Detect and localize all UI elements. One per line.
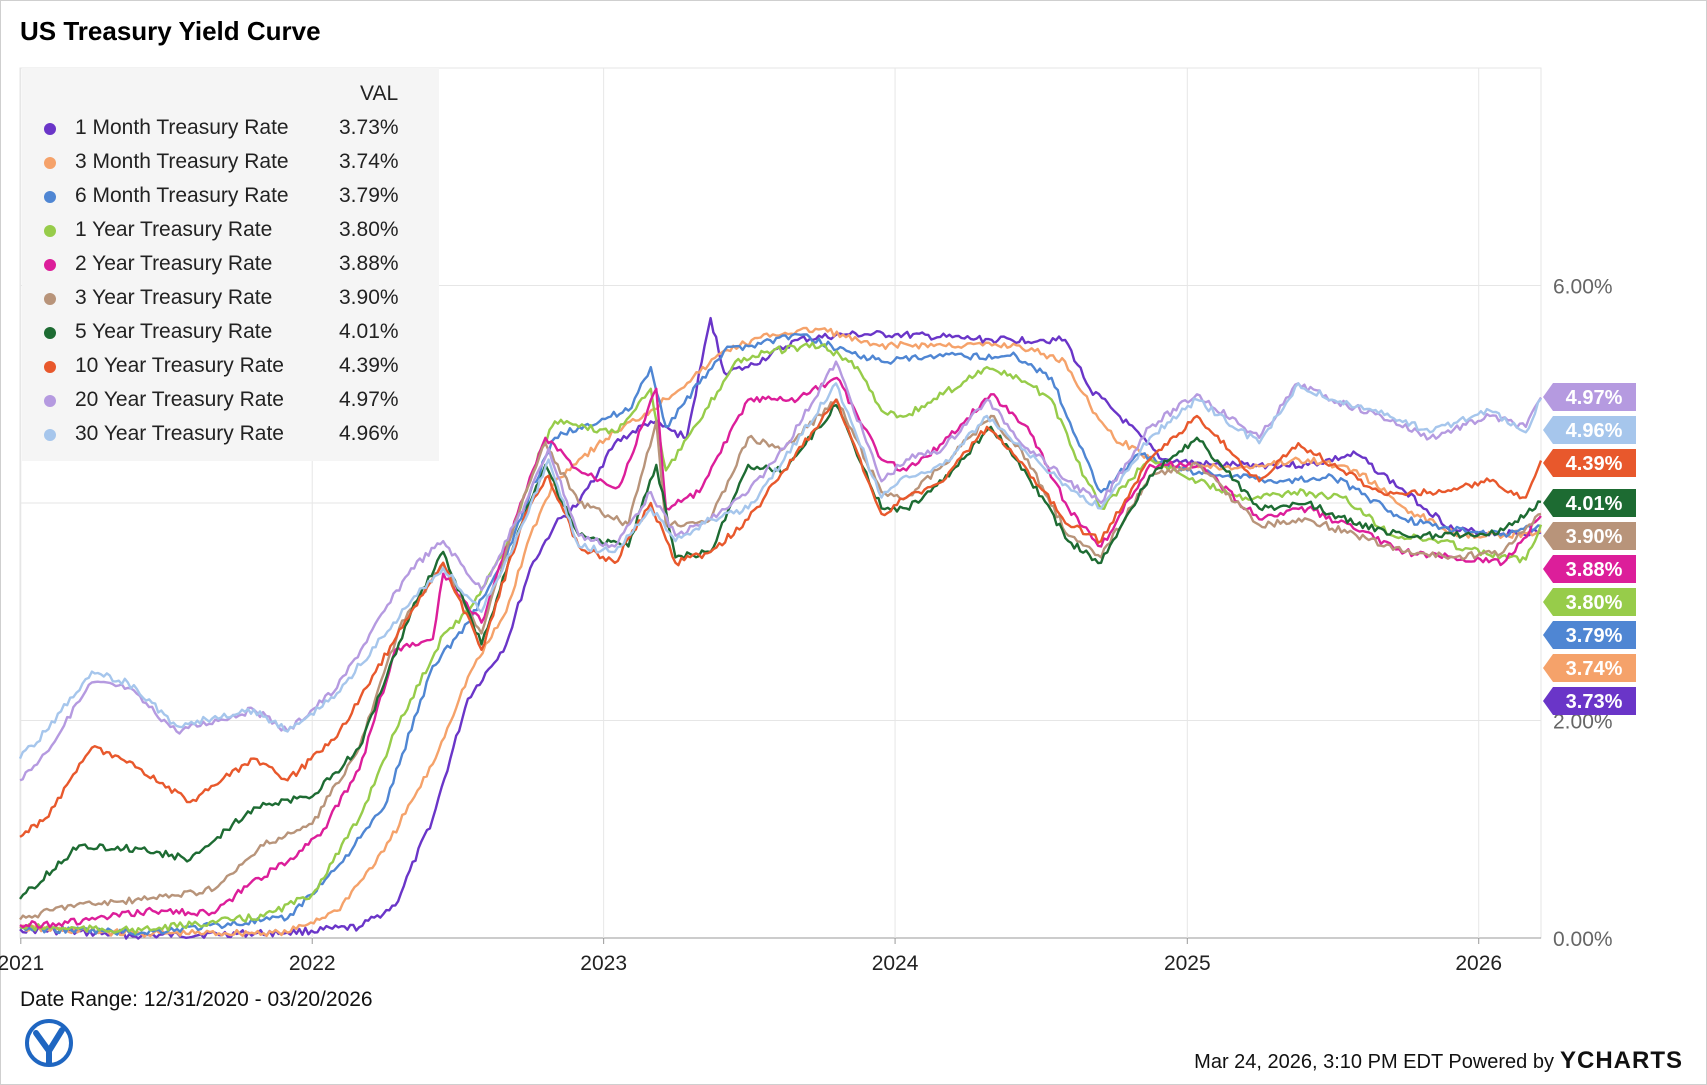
- end-value-label: 3.90%: [1566, 526, 1623, 548]
- legend-dot-icon: [44, 293, 56, 305]
- legend-item-name: 10 Year Treasury Rate: [75, 354, 284, 377]
- legend-dot-icon: [44, 259, 56, 271]
- chart-title: US Treasury Yield Curve: [20, 16, 321, 46]
- legend-item-name: 1 Year Treasury Rate: [75, 218, 273, 241]
- end-value-tag: 3.80%: [1543, 588, 1636, 616]
- y-tick-label: 0.00%: [1553, 928, 1613, 951]
- series-line: [19, 398, 1543, 838]
- series-line: [19, 332, 1542, 936]
- y-tick-label: 2.00%: [1553, 711, 1613, 734]
- end-value-label: 4.97%: [1566, 387, 1623, 409]
- legend-dot-icon: [44, 395, 56, 407]
- end-value-tag-bg: [1543, 654, 1636, 682]
- legend-dot-icon: [44, 327, 56, 339]
- series-line: [19, 341, 1543, 935]
- x-tick-label: 2023: [580, 952, 627, 975]
- end-value-label: 3.80%: [1566, 592, 1623, 614]
- end-value-tag: 3.79%: [1543, 621, 1636, 649]
- end-value-label: 3.79%: [1566, 625, 1623, 647]
- legend-item-name: 3 Year Treasury Rate: [75, 286, 273, 309]
- legend-item-value: 4.97%: [339, 388, 399, 411]
- x-tick-label: 2025: [1164, 952, 1211, 975]
- x-tick-label: 2022: [289, 952, 336, 975]
- footer: Mar 24, 2026, 3:10 PM EDT Powered by YCHA…: [1194, 1047, 1683, 1075]
- end-value-label: 4.01%: [1566, 493, 1623, 515]
- legend-item[interactable]: 1 Month Treasury Rate 3.73%: [22, 114, 439, 144]
- end-value-tag-bg: [1543, 449, 1636, 477]
- end-value-tag: 3.73%: [1543, 687, 1636, 715]
- legend-dot-icon: [44, 157, 56, 169]
- end-value-tag-bg: [1543, 687, 1636, 715]
- legend-item[interactable]: 2 Year Treasury Rate 3.88%: [22, 250, 439, 280]
- legend-item-value: 4.39%: [339, 354, 399, 377]
- legend-item[interactable]: 6 Month Treasury Rate 3.79%: [22, 182, 439, 212]
- end-value-tag-bg: [1543, 555, 1636, 583]
- legend-item-value: 3.74%: [339, 150, 399, 173]
- legend-item-name: 6 Month Treasury Rate: [75, 184, 289, 207]
- legend-item[interactable]: 3 Year Treasury Rate 3.90%: [22, 284, 439, 314]
- end-value-tag: 3.88%: [1543, 555, 1636, 583]
- legend: VAL 1 Month Treasury Rate 3.73% 3 Month Tr…: [22, 68, 439, 461]
- end-value-tag-bg: [1543, 588, 1636, 616]
- legend-item-name: 3 Month Treasury Rate: [75, 150, 289, 173]
- end-value-tag: 4.39%: [1543, 449, 1636, 477]
- legend-item-value: 3.79%: [339, 184, 399, 207]
- legend-item-name: 2 Year Treasury Rate: [75, 252, 273, 275]
- legend-item[interactable]: 3 Month Treasury Rate 3.74%: [22, 148, 439, 178]
- end-value-label: 4.96%: [1566, 420, 1623, 442]
- legend-item-value: 3.90%: [339, 286, 399, 309]
- legend-item-value: 4.01%: [339, 320, 399, 343]
- y-tick-label: 6.00%: [1553, 276, 1613, 299]
- end-value-tag-bg: [1543, 522, 1636, 550]
- legend-dot-icon: [44, 225, 56, 237]
- end-value-label: 3.74%: [1566, 658, 1623, 680]
- end-value-tag-bg: [1543, 383, 1636, 411]
- end-value-tag: 4.97%: [1543, 383, 1636, 411]
- legend-item[interactable]: 1 Year Treasury Rate 3.80%: [22, 216, 439, 246]
- ycharts-logo-icon: [25, 1019, 73, 1067]
- grid-lines: [19, 67, 1542, 944]
- x-tick-label: 2024: [872, 952, 919, 975]
- brand-logo-text[interactable]: YCHARTS: [1559, 1047, 1683, 1074]
- legend-item[interactable]: 10 Year Treasury Rate 4.39%: [22, 352, 439, 382]
- end-value-tag: 3.74%: [1543, 654, 1636, 682]
- legend-dot-icon: [44, 429, 56, 441]
- end-value-label: 3.88%: [1566, 559, 1623, 581]
- x-tick-label: 2026: [1455, 952, 1502, 975]
- legend-dot-icon: [44, 361, 56, 373]
- x-axis-ticks: 2021 2022 2023 2024 2025 2026: [0, 952, 1502, 975]
- timestamp: Mar 24, 2026, 3:10 PM EDT Powered by: [1194, 1051, 1554, 1073]
- legend-item[interactable]: 20 Year Treasury Rate 4.97%: [22, 386, 439, 416]
- legend-item-name: 20 Year Treasury Rate: [75, 388, 284, 411]
- end-value-tag: 3.90%: [1543, 522, 1636, 550]
- end-value-tag: 4.01%: [1543, 489, 1636, 517]
- end-value-labels: 4.97% 4.96% 4.39% 4.01% 3.90% 3.88% 3.80% 3.79%…: [1543, 383, 1636, 715]
- end-value-tag-bg: [1543, 416, 1636, 444]
- end-value-tag-bg: [1543, 489, 1636, 517]
- legend-item-name: 5 Year Treasury Rate: [75, 320, 273, 343]
- legend-item[interactable]: 5 Year Treasury Rate 4.01%: [22, 318, 439, 348]
- legend-item-value: 3.88%: [339, 252, 399, 275]
- legend-item-name: 1 Month Treasury Rate: [75, 116, 289, 139]
- end-value-tag-bg: [1543, 621, 1636, 649]
- series-line: [18, 382, 1542, 760]
- end-value-tag: 4.96%: [1543, 416, 1636, 444]
- legend-dot-icon: [44, 123, 56, 135]
- legend-item-value: 4.96%: [339, 422, 399, 445]
- end-value-label: 4.39%: [1566, 453, 1623, 475]
- legend-item-name: 30 Year Treasury Rate: [75, 422, 284, 445]
- x-tick-label: 2021: [0, 952, 44, 975]
- legend-item-value: 3.73%: [339, 116, 399, 139]
- date-range: Date Range: 12/31/2020 - 03/20/2026: [20, 988, 373, 1011]
- legend-dot-icon: [44, 191, 56, 203]
- end-value-label: 3.73%: [1566, 691, 1623, 713]
- legend-item-value: 3.80%: [339, 218, 399, 241]
- series-lines: [18, 316, 1543, 940]
- series-line: [19, 326, 1542, 938]
- legend-header: VAL: [360, 82, 399, 105]
- series-line: [19, 376, 1542, 929]
- legend-item[interactable]: 30 Year Treasury Rate 4.96%: [22, 420, 439, 450]
